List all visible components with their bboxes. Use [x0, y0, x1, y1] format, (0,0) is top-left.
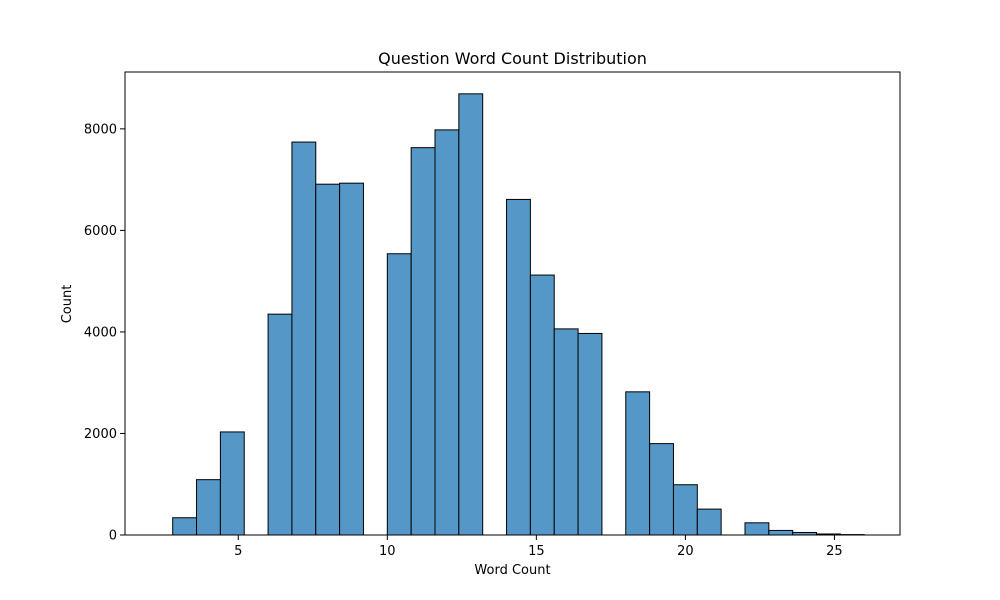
histogram-bar [291, 141, 317, 536]
histogram-bar [506, 198, 531, 536]
x-tick-label: 5 [234, 544, 242, 559]
histogram-bar [219, 431, 245, 536]
x-axis-ticks: 5 10 15 20 25 [234, 535, 843, 559]
histogram-bar [696, 508, 722, 536]
histogram-bar [172, 517, 198, 536]
histogram-bar [553, 328, 579, 536]
plot-frame [124, 71, 901, 536]
histogram-bar [577, 332, 603, 536]
histogram-bar [625, 391, 651, 536]
histogram-bar [768, 529, 794, 536]
chart-title: Question Word Count Distribution [378, 49, 647, 68]
y-tick-label: 2000 [84, 427, 117, 442]
histogram-bar [744, 522, 770, 536]
y-tick-label: 8000 [84, 122, 117, 137]
histogram-bar [386, 253, 412, 536]
histogram-bar [458, 93, 484, 536]
histogram-bar [267, 313, 293, 536]
histogram-bar [649, 443, 674, 536]
histogram-bar [434, 129, 460, 536]
y-tick-label: 0 [109, 529, 117, 544]
x-tick-label: 20 [677, 544, 694, 559]
x-axis-label: Word Count [474, 563, 550, 578]
histogram-bar [529, 274, 555, 536]
histogram-bar [410, 147, 436, 536]
y-axis-label: Count [60, 285, 75, 324]
x-tick-label: 10 [379, 544, 396, 559]
x-tick-label: 15 [528, 544, 545, 559]
histogram-bar [339, 182, 364, 536]
histogram-bar [196, 479, 221, 536]
y-tick-label: 4000 [84, 325, 117, 340]
histogram-bar [672, 484, 698, 536]
histogram-bar [315, 183, 341, 536]
y-axis-ticks: 0 2000 4000 6000 8000 [84, 122, 125, 544]
y-tick-label: 6000 [84, 224, 117, 239]
x-tick-label: 25 [826, 544, 843, 559]
